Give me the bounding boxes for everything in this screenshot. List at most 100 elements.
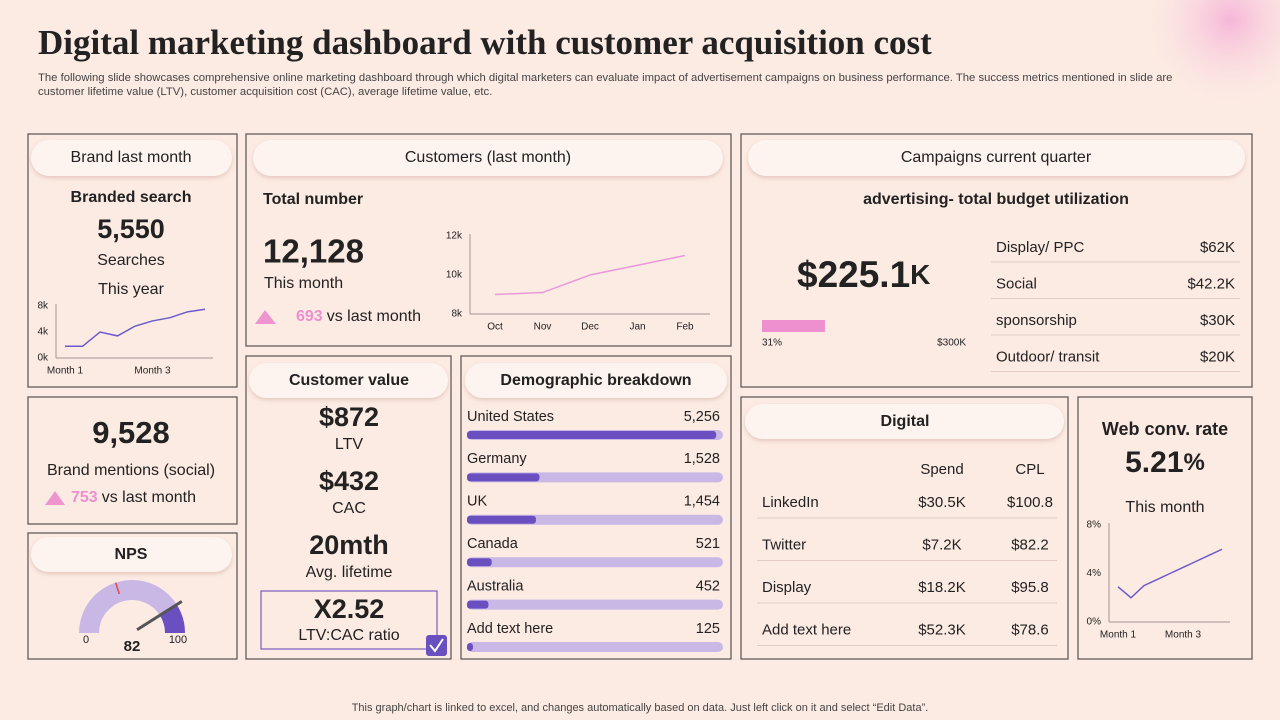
panel	[27, 133, 238, 388]
x-tick-label: Month 1	[47, 366, 84, 377]
y-tick-label: 10k	[446, 270, 463, 281]
country-value: 521	[696, 536, 720, 552]
panel	[1077, 396, 1253, 660]
bar	[467, 431, 717, 439]
x-tick-label: Month 3	[1165, 630, 1202, 641]
heading: Brand last month	[71, 149, 192, 166]
panel	[460, 355, 732, 660]
panel	[245, 133, 732, 347]
heading: NPS	[115, 546, 148, 563]
y-tick-label: 12k	[446, 231, 463, 242]
bar	[467, 558, 492, 567]
x-tick-label: Feb	[676, 322, 694, 333]
item-value: $62K	[1200, 239, 1235, 256]
heading: Demographic breakdown	[500, 372, 691, 389]
metric-label: Total number	[263, 191, 363, 208]
gauge	[79, 580, 185, 633]
cpl: $100.8	[1007, 494, 1053, 511]
check-icon	[426, 635, 447, 656]
x-tick-label: Jan	[629, 322, 645, 333]
subheading: advertising- total budget utilization	[863, 191, 1129, 208]
heading-pill	[249, 363, 448, 398]
y-tick-label: 0k	[37, 353, 49, 364]
bar	[467, 515, 536, 524]
country-value: 1,528	[684, 451, 720, 467]
country-value: 5,256	[684, 409, 720, 425]
y-tick-label: 4%	[1087, 568, 1102, 579]
progress-max: $300K	[937, 338, 966, 349]
item-name: Display/ PPC	[996, 239, 1085, 256]
gauge-value: 82	[124, 638, 141, 655]
y-tick-label: 0%	[1087, 617, 1102, 628]
channel: LinkedIn	[762, 494, 819, 511]
heading-pill	[748, 140, 1245, 176]
x-tick-label: Dec	[581, 322, 599, 333]
gauge-marker	[114, 582, 121, 595]
title: Digital marketing dashboard with custome…	[38, 23, 932, 62]
period: This year	[98, 281, 164, 298]
heading-pill	[31, 140, 232, 176]
line	[1117, 548, 1223, 599]
y-tick-label: 8k	[451, 309, 463, 320]
country: Germany	[467, 451, 527, 467]
panel	[245, 355, 452, 660]
item-name: sponsorship	[996, 312, 1077, 329]
x-tick-label: Month 3	[134, 366, 171, 377]
progress-bar	[762, 320, 825, 332]
panel	[740, 133, 1253, 388]
metric-label: Avg. lifetime	[306, 564, 393, 581]
cpl: $95.8	[1011, 579, 1049, 596]
up-icon	[255, 310, 276, 324]
spend: $18.2K	[918, 579, 966, 596]
country-value: 452	[696, 578, 720, 594]
ratio-label: LTV:CAC ratio	[298, 627, 399, 644]
channel: Twitter	[762, 536, 806, 553]
metric-value: 9,528	[92, 415, 170, 450]
country: Canada	[467, 536, 519, 552]
metric-label: CAC	[332, 500, 366, 517]
column-header: CPL	[1015, 461, 1044, 478]
change: 693 vs last month	[296, 308, 421, 325]
panel	[27, 396, 238, 525]
metric-label: LTV	[335, 436, 363, 453]
gauge-max: 100	[169, 634, 187, 646]
heading: Customer value	[289, 372, 409, 389]
spend: $52.3K	[918, 621, 966, 638]
total: $225.1K	[797, 254, 930, 295]
subtitle: The following slide showcases comprehens…	[38, 72, 1172, 84]
check-icon	[429, 638, 444, 653]
heading: Customers (last month)	[405, 149, 571, 166]
ratio-box	[260, 590, 438, 650]
item-value: $30K	[1200, 312, 1235, 329]
metric-unit: Searches	[97, 252, 165, 269]
metric-value: $432	[319, 466, 379, 496]
item-name: Outdoor/ transit	[996, 348, 1100, 365]
cpl: $82.2	[1011, 536, 1049, 553]
cpl: $78.6	[1011, 621, 1049, 638]
y-tick-label: 8%	[1087, 520, 1102, 531]
channel: Add text here	[762, 621, 851, 638]
country-value: 125	[696, 621, 720, 637]
line	[494, 254, 686, 296]
metric-value: 12,128	[263, 233, 364, 270]
line	[65, 308, 206, 348]
column-header: Spend	[920, 461, 963, 478]
country: Add text here	[467, 621, 553, 637]
change: 753 vs last month	[71, 489, 196, 506]
metric-value: 5,550	[97, 214, 165, 244]
progress-label: 31%	[762, 338, 782, 349]
ratio-value: X2.52	[314, 594, 385, 624]
x-tick-label: Month 1	[1100, 630, 1137, 641]
metric-label: Brand mentions (social)	[47, 462, 215, 479]
footer-note: This graph/chart is linked to excel, and…	[352, 702, 929, 714]
period: This month	[1125, 499, 1204, 516]
bar	[467, 643, 473, 651]
decor	[1135, 0, 1280, 115]
metric-value: $872	[319, 402, 379, 432]
gauge-track	[79, 580, 177, 633]
item-name: Social	[996, 275, 1037, 292]
heading: Digital	[881, 413, 930, 430]
item-value: $20K	[1200, 348, 1235, 365]
bar-track	[467, 642, 723, 652]
